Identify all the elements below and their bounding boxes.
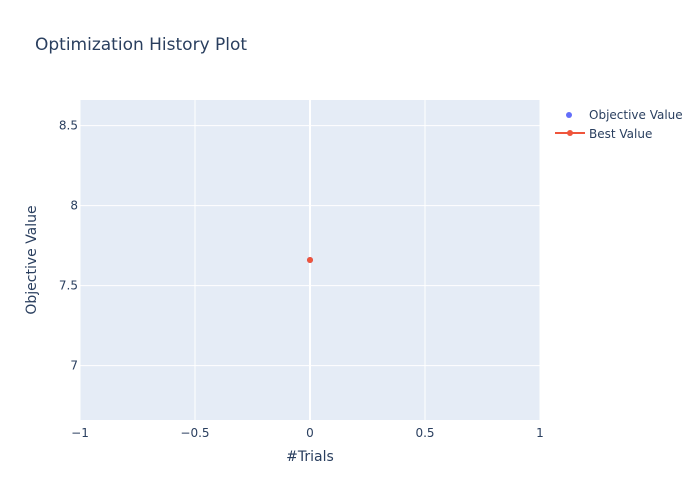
x-tick-label: −1 [71, 426, 89, 440]
legend-item-objective-value[interactable]: Objective Value [566, 108, 683, 122]
chart-title: Optimization History Plot [35, 35, 247, 55]
y-tick-label: 7 [70, 359, 78, 373]
x-tick-label: 1 [536, 426, 544, 440]
x-tick-label: 0.5 [415, 426, 434, 440]
best-value-point[interactable] [307, 257, 313, 263]
y-axis-title: Objective Value [24, 205, 40, 314]
data-layer [307, 257, 313, 263]
y-gridlines [80, 125, 540, 367]
legend-marker-best-value [567, 130, 573, 136]
legend-marker-objective-value [566, 112, 572, 118]
y-tick-label: 8.5 [59, 119, 78, 133]
y-tick-label: 7.5 [59, 279, 78, 293]
legend-label-objective-value: Objective Value [589, 108, 683, 122]
legend[interactable]: Objective Value Best Value [555, 108, 683, 141]
legend-item-best-value[interactable]: Best Value [555, 127, 652, 141]
legend-label-best-value: Best Value [589, 127, 652, 141]
y-tick-labels: 7 7.5 8 8.5 [59, 119, 78, 373]
x-tick-label: −0.5 [180, 426, 209, 440]
x-axis-title: #Trials [286, 449, 334, 465]
y-tick-label: 8 [70, 199, 78, 213]
x-tick-label: 0 [306, 426, 314, 440]
x-tick-labels: −1 −0.5 0 0.5 1 [71, 426, 544, 440]
